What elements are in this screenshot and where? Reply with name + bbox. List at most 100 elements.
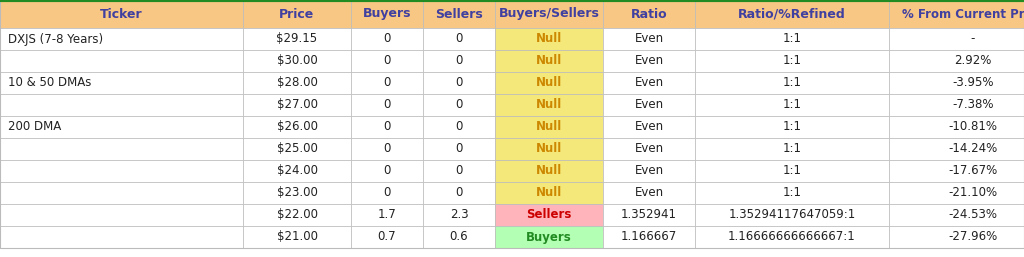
Bar [495, 138, 603, 160]
Bar [243, 160, 351, 182]
Text: 0: 0 [456, 142, 463, 155]
Bar [495, 72, 603, 94]
Text: Null: Null [536, 77, 562, 89]
Text: 0: 0 [456, 187, 463, 199]
Text: Null: Null [536, 142, 562, 155]
Text: Ratio/%Refined: Ratio/%Refined [738, 7, 846, 21]
Text: 0: 0 [456, 98, 463, 112]
Text: Even: Even [635, 187, 664, 199]
Bar [423, 182, 495, 204]
Text: Null: Null [536, 32, 562, 45]
Text: $21.00: $21.00 [276, 231, 317, 243]
Text: 0: 0 [383, 121, 391, 133]
Bar [0, 28, 243, 50]
Text: 1.7: 1.7 [378, 208, 396, 222]
Bar [889, 182, 1024, 204]
Bar [603, 50, 695, 72]
Text: Ratio: Ratio [631, 7, 668, 21]
Bar [695, 182, 889, 204]
Bar [603, 160, 695, 182]
Text: 0: 0 [383, 32, 391, 45]
Text: Even: Even [635, 54, 664, 68]
Bar [351, 50, 423, 72]
Text: -17.67%: -17.67% [948, 164, 997, 178]
Bar [603, 138, 695, 160]
Text: Even: Even [635, 142, 664, 155]
Text: -: - [971, 32, 975, 45]
Text: % From Current Price: % From Current Price [902, 7, 1024, 21]
Bar [889, 160, 1024, 182]
Bar [351, 226, 423, 248]
Text: 0.6: 0.6 [450, 231, 468, 243]
Bar [423, 94, 495, 116]
Text: 2.92%: 2.92% [954, 54, 991, 68]
Bar [351, 72, 423, 94]
Bar [243, 182, 351, 204]
Text: Null: Null [536, 54, 562, 68]
Text: Even: Even [635, 164, 664, 178]
Bar [243, 116, 351, 138]
Bar [243, 226, 351, 248]
Text: 1:1: 1:1 [782, 77, 802, 89]
Text: 1:1: 1:1 [782, 98, 802, 112]
Bar [243, 204, 351, 226]
Bar [495, 160, 603, 182]
Bar [423, 138, 495, 160]
Text: $26.00: $26.00 [276, 121, 317, 133]
Text: Even: Even [635, 77, 664, 89]
Bar [695, 0, 889, 28]
Bar [423, 116, 495, 138]
Text: 1:1: 1:1 [782, 142, 802, 155]
Bar [889, 138, 1024, 160]
Text: 0.7: 0.7 [378, 231, 396, 243]
Bar [351, 138, 423, 160]
Bar [0, 116, 243, 138]
Bar [889, 204, 1024, 226]
Text: 1.35294117647059:1: 1.35294117647059:1 [728, 208, 856, 222]
Bar [0, 204, 243, 226]
Bar [0, 182, 243, 204]
Bar [695, 50, 889, 72]
Bar [243, 0, 351, 28]
Text: 200 DMA: 200 DMA [8, 121, 61, 133]
Text: -14.24%: -14.24% [948, 142, 997, 155]
Bar [423, 0, 495, 28]
Text: $27.00: $27.00 [276, 98, 317, 112]
Text: 10 & 50 DMAs: 10 & 50 DMAs [8, 77, 91, 89]
Bar [695, 226, 889, 248]
Text: Sellers: Sellers [435, 7, 483, 21]
Bar [243, 94, 351, 116]
Bar [243, 138, 351, 160]
Bar [495, 226, 603, 248]
Text: -21.10%: -21.10% [948, 187, 997, 199]
Text: 1:1: 1:1 [782, 121, 802, 133]
Text: 0: 0 [456, 32, 463, 45]
Text: $28.00: $28.00 [276, 77, 317, 89]
Text: 0: 0 [456, 77, 463, 89]
Bar [0, 226, 243, 248]
Bar [243, 72, 351, 94]
Bar [351, 182, 423, 204]
Text: -10.81%: -10.81% [948, 121, 997, 133]
Bar [695, 116, 889, 138]
Bar [603, 28, 695, 50]
Bar [695, 28, 889, 50]
Bar [495, 94, 603, 116]
Text: 2.3: 2.3 [450, 208, 468, 222]
Text: 0: 0 [383, 142, 391, 155]
Text: 1.166667: 1.166667 [621, 231, 677, 243]
Bar [695, 138, 889, 160]
Bar [351, 0, 423, 28]
Text: Even: Even [635, 121, 664, 133]
Text: Even: Even [635, 98, 664, 112]
Text: 0: 0 [383, 187, 391, 199]
Bar [495, 182, 603, 204]
Bar [351, 94, 423, 116]
Bar [423, 72, 495, 94]
Text: 1:1: 1:1 [782, 187, 802, 199]
Bar [889, 28, 1024, 50]
Text: 1.16666666666667:1: 1.16666666666667:1 [728, 231, 856, 243]
Bar [0, 94, 243, 116]
Text: 0: 0 [383, 54, 391, 68]
Bar [423, 28, 495, 50]
